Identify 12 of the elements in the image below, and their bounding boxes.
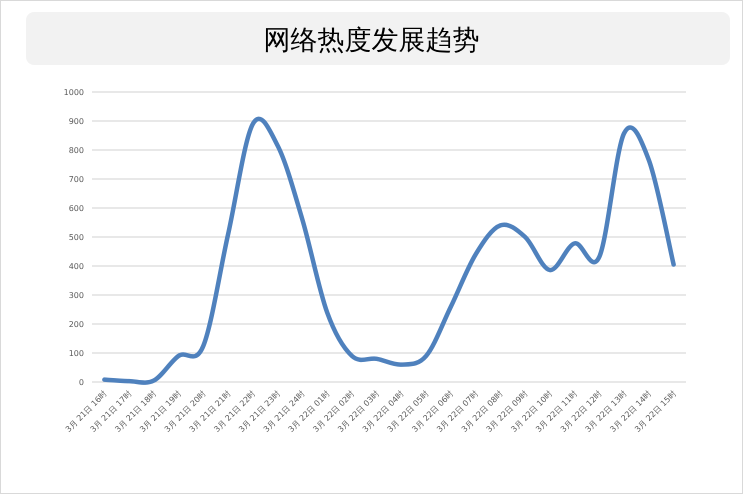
y-tick-label: 100 bbox=[68, 349, 84, 358]
y-tick-label: 0 bbox=[78, 378, 84, 387]
y-tick-label: 700 bbox=[68, 175, 84, 184]
y-tick-label: 900 bbox=[68, 117, 84, 126]
y-tick-label: 400 bbox=[68, 262, 84, 271]
y-tick-label: 500 bbox=[68, 233, 84, 242]
y-tick-label: 1000 bbox=[64, 88, 84, 97]
y-tick-label: 300 bbox=[68, 291, 84, 300]
chart-title: 网络热度发展趋势 bbox=[264, 25, 480, 56]
y-tick-label: 200 bbox=[68, 320, 84, 329]
y-tick-label: 600 bbox=[68, 204, 84, 213]
y-tick-label: 800 bbox=[68, 146, 84, 155]
